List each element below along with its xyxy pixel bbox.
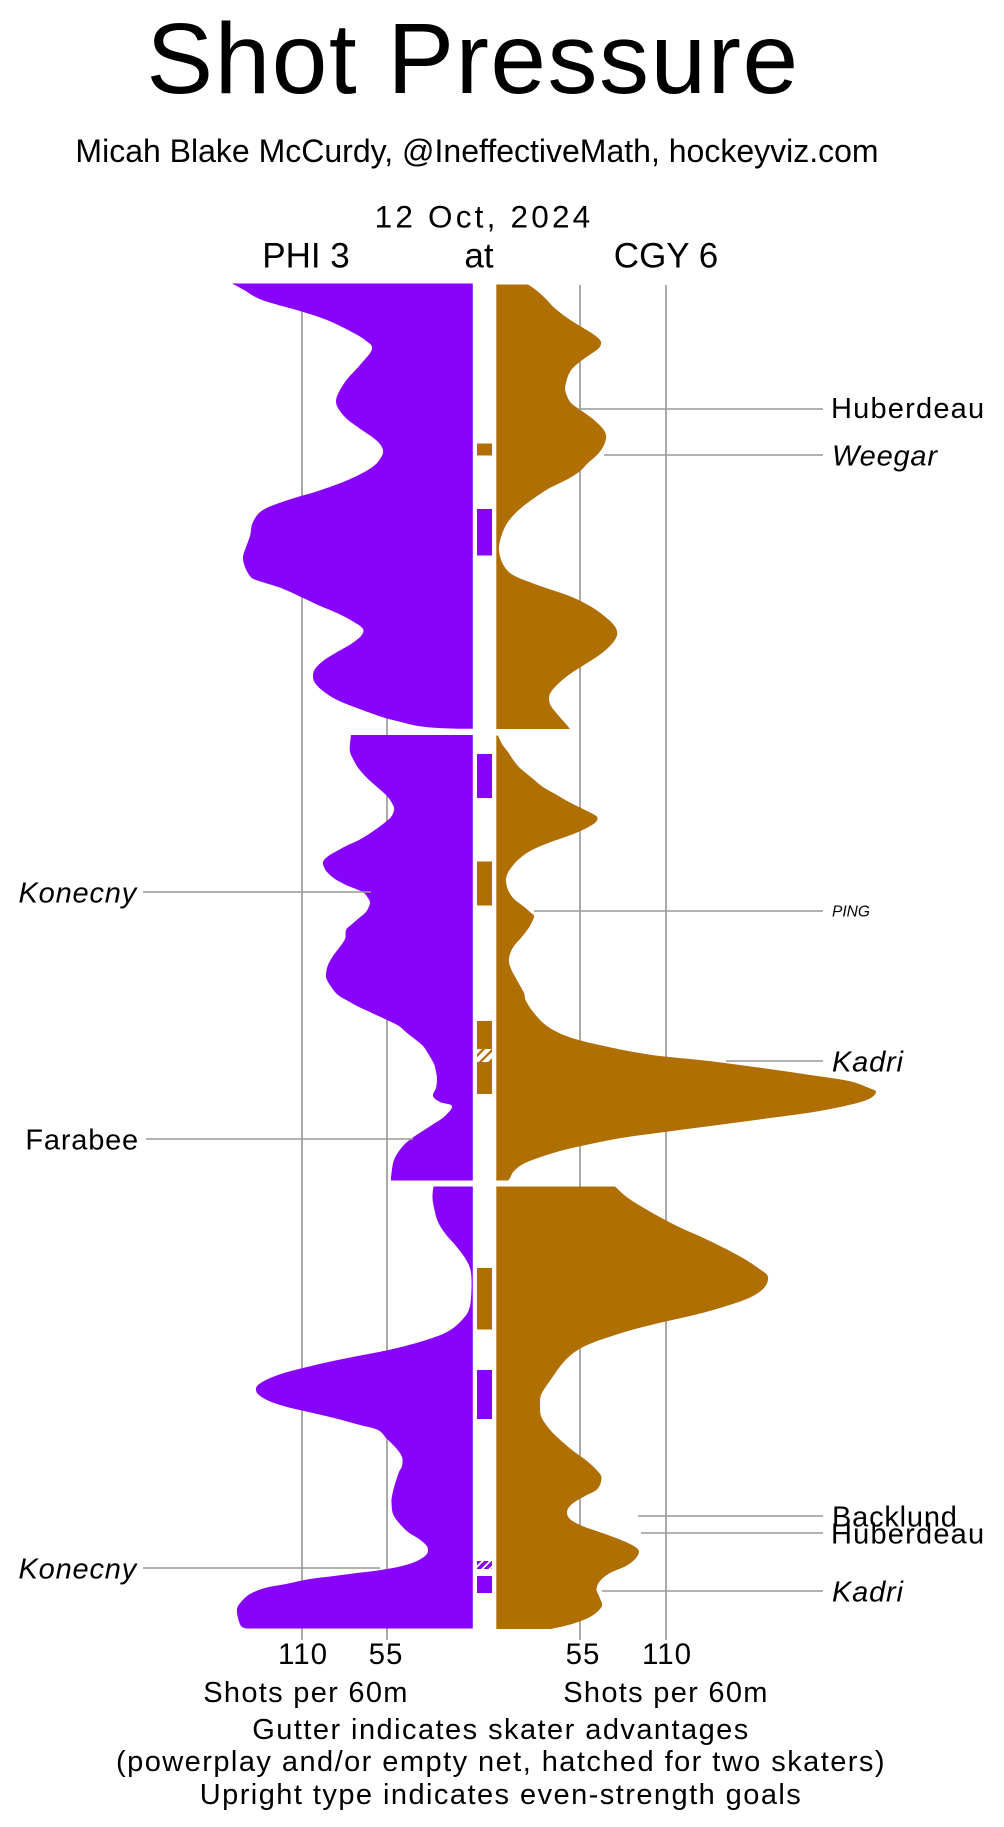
svg-text:Konecny: Konecny: [19, 1554, 138, 1586]
svg-text:55: 55: [566, 1638, 601, 1671]
svg-text:Kadri: Kadri: [832, 1047, 904, 1079]
svg-text:Shots per 60m: Shots per 60m: [203, 1677, 409, 1709]
svg-text:PHI 3: PHI 3: [262, 237, 350, 276]
svg-text:Huberdeau: Huberdeau: [831, 1519, 985, 1551]
svg-text:Backlund: Backlund: [832, 1502, 958, 1534]
svg-text:110: 110: [278, 1638, 328, 1671]
svg-text:Shots per 60m: Shots per 60m: [563, 1677, 769, 1709]
svg-text:Konecny: Konecny: [19, 878, 138, 910]
svg-text:(powerplay and/or empty net, h: (powerplay and/or empty net, hatched for…: [116, 1746, 886, 1778]
svg-text:CGY 6: CGY 6: [614, 237, 718, 276]
svg-text:Shot Pressure: Shot Pressure: [146, 3, 799, 115]
svg-text:PING: PING: [832, 904, 870, 921]
svg-text:Kadri: Kadri: [832, 1577, 904, 1609]
svg-text:Weegar: Weegar: [832, 441, 938, 473]
svg-text:Huberdeau: Huberdeau: [831, 393, 985, 425]
svg-text:Farabee: Farabee: [25, 1125, 139, 1157]
svg-text:Upright type indicates even-st: Upright type indicates even-strength goa…: [200, 1779, 803, 1811]
svg-text:110: 110: [642, 1638, 692, 1671]
svg-text:55: 55: [369, 1638, 404, 1671]
svg-text:12 Oct, 2024: 12 Oct, 2024: [375, 199, 594, 235]
svg-text:Gutter indicates skater advant: Gutter indicates skater advantages: [252, 1714, 749, 1746]
svg-text:Micah Blake McCurdy, @Ineffect: Micah Blake McCurdy, @IneffectiveMath, h…: [75, 133, 878, 169]
svg-text:at: at: [464, 237, 493, 276]
